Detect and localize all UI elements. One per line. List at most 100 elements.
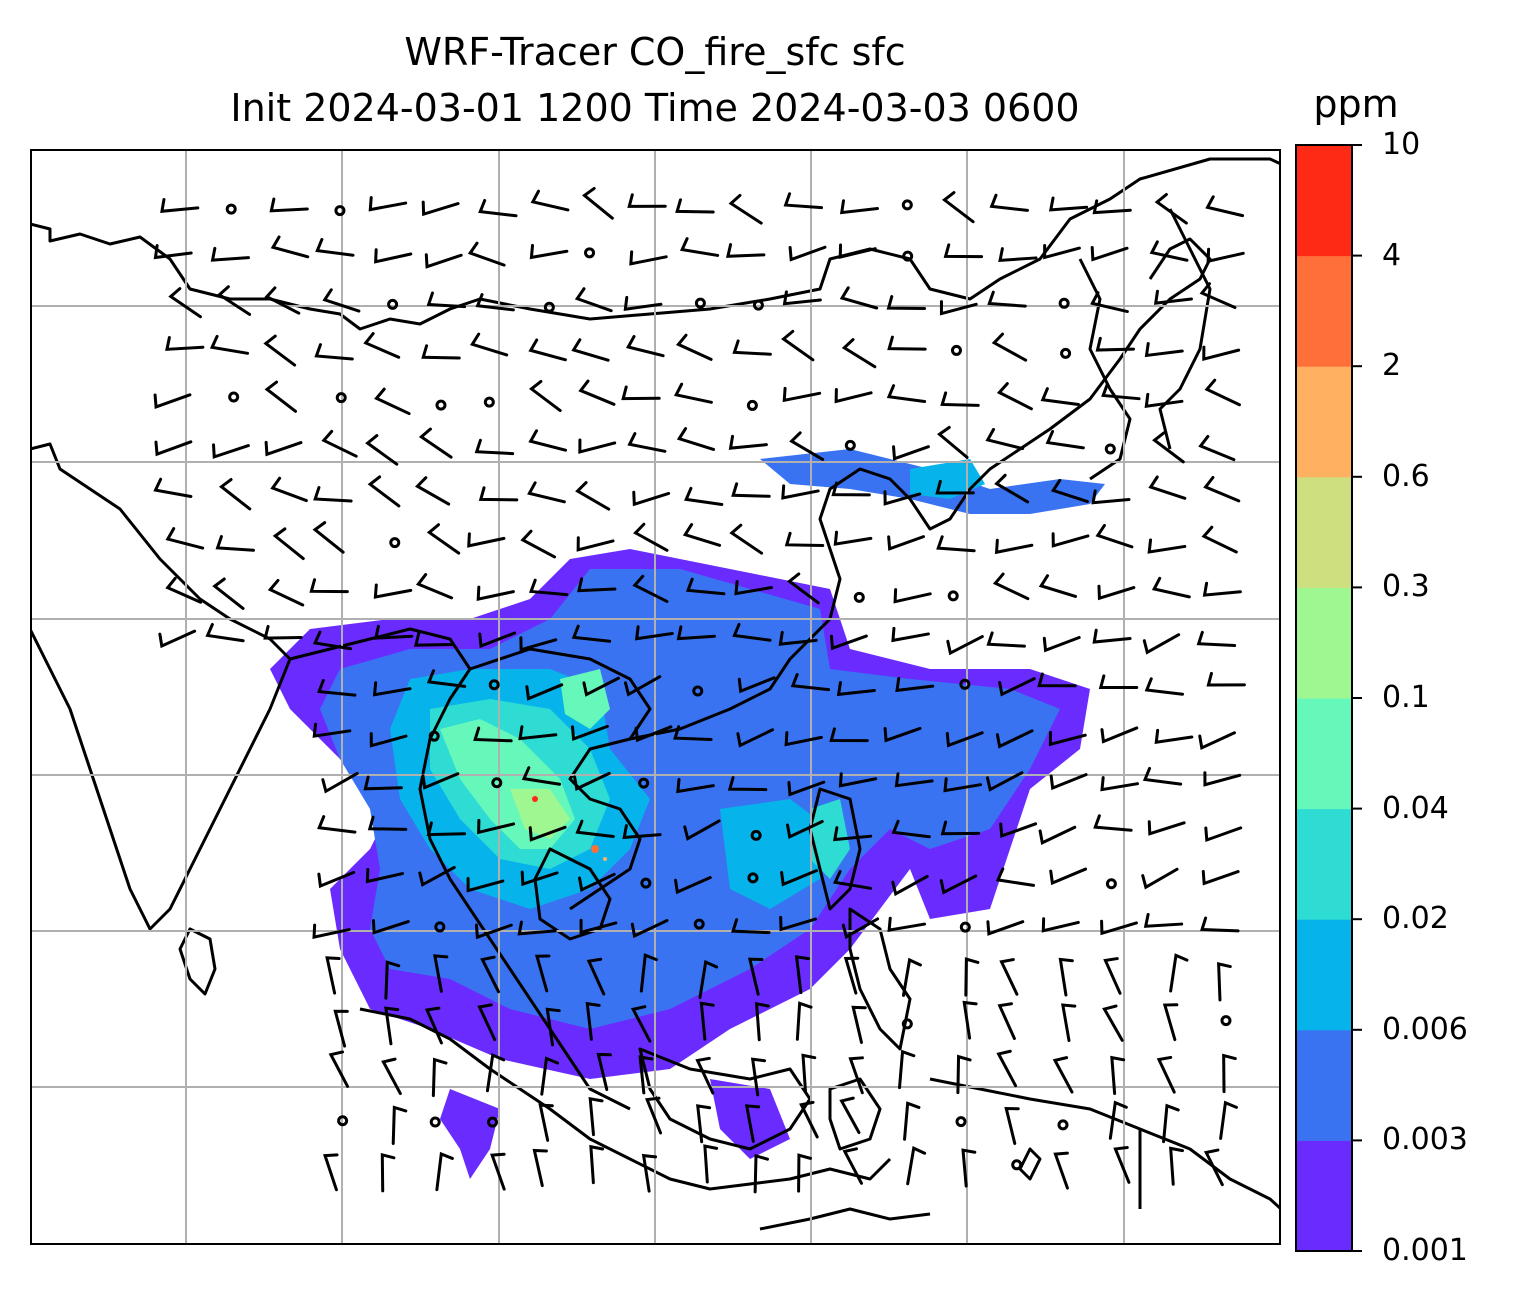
wind-barb	[1149, 240, 1189, 262]
wind-barb	[639, 953, 658, 993]
wind-barb	[753, 1153, 770, 1194]
calm-wind-marker	[491, 777, 503, 789]
wind-barb	[153, 393, 192, 410]
wind-barb	[476, 585, 515, 601]
wind-barb	[838, 772, 878, 788]
tracer-field	[270, 449, 1105, 1179]
wind-barb	[630, 1005, 652, 1043]
wind-barb	[789, 431, 825, 461]
wind-barb	[1219, 1100, 1238, 1140]
wind-barb	[1201, 525, 1238, 554]
wind-barb	[363, 332, 401, 359]
wind-barb	[987, 290, 1027, 308]
wind-barb	[1154, 728, 1194, 745]
wind-barb	[270, 235, 310, 259]
wind-barb	[263, 334, 297, 367]
wind-barb	[1153, 289, 1193, 305]
calm-wind-marker	[1057, 1119, 1069, 1131]
gridlines	[30, 149, 1281, 1245]
wind-barb	[895, 677, 935, 693]
wind-barb	[528, 578, 569, 597]
wind-barb	[703, 1144, 719, 1184]
colorbar-segment	[1296, 255, 1352, 367]
wind-barb	[168, 287, 202, 319]
wind-barb	[834, 387, 873, 404]
wind-barb	[588, 1097, 604, 1137]
wind-barb	[215, 535, 255, 552]
colorbar-segment	[1296, 366, 1352, 478]
wind-barb	[571, 624, 612, 643]
wind-barb	[940, 391, 980, 407]
wind-barb	[1162, 1003, 1179, 1042]
wind-barb	[961, 1148, 977, 1188]
wind-barb	[413, 632, 454, 647]
wind-barb	[264, 440, 303, 457]
calm-wind-marker	[334, 205, 346, 217]
wind-barb	[575, 819, 615, 839]
calm-wind-marker	[225, 203, 237, 215]
calm-wind-marker	[1058, 297, 1070, 309]
wind-barb	[267, 578, 305, 607]
wind-barb	[1198, 731, 1236, 750]
wind-barb	[998, 677, 1036, 697]
wind-barb	[1038, 574, 1078, 598]
wind-barb	[532, 1148, 548, 1188]
wind-barb	[209, 334, 250, 355]
calm-wind-marker	[692, 685, 704, 697]
wind-barb	[1042, 635, 1081, 653]
wind-barb	[1004, 1106, 1020, 1145]
wind-barb	[160, 197, 200, 213]
wind-barb	[634, 725, 673, 743]
wind-barb	[321, 429, 358, 458]
wind-barb	[1102, 1004, 1124, 1042]
wind-barb	[424, 253, 463, 269]
colorbar-tick-label: 0.003	[1382, 1122, 1468, 1158]
colorbar-segment	[1296, 698, 1352, 810]
wind-barb	[892, 445, 930, 461]
wind-barb	[962, 1000, 978, 1040]
wind-barb	[998, 247, 1038, 263]
wind-barb	[1142, 766, 1183, 786]
wind-barb	[964, 957, 980, 997]
calm-wind-marker	[750, 829, 762, 841]
wind-barb	[520, 529, 557, 559]
wind-barb	[621, 385, 661, 401]
wind-barb	[421, 772, 460, 790]
wind-barb	[851, 1005, 867, 1044]
calm-wind-marker	[902, 250, 914, 262]
calm-wind-marker	[955, 1116, 967, 1128]
wind-barb	[634, 625, 674, 641]
wind-barb	[272, 527, 305, 561]
colorbar-segment	[1296, 1140, 1352, 1252]
wind-barb	[1045, 430, 1085, 450]
wind-barb	[939, 874, 978, 895]
wind-barb	[1156, 1055, 1176, 1094]
wind-barb	[673, 725, 713, 741]
wind-barb	[630, 919, 669, 939]
wind-barb	[985, 771, 1024, 792]
wind-barb	[415, 573, 454, 600]
calm-wind-marker	[638, 777, 650, 789]
wind-barb	[153, 477, 193, 499]
wind-barb	[1200, 916, 1240, 933]
wind-barb	[732, 339, 772, 356]
wind-barb	[490, 1152, 506, 1191]
wind-barb	[939, 300, 978, 316]
wind-barb	[578, 438, 617, 454]
wind-barb	[627, 193, 667, 208]
wind-barb	[312, 521, 345, 554]
wind-barb	[517, 920, 557, 936]
wind-barb	[747, 957, 764, 996]
wind-barb	[941, 191, 975, 224]
wind-barb	[644, 1096, 663, 1135]
calm-wind-marker	[429, 1116, 441, 1128]
wind-barb	[999, 822, 1038, 839]
wind-barb	[622, 824, 662, 840]
wind-barb	[625, 335, 665, 358]
wind-barb	[790, 673, 831, 692]
wind-barb	[886, 384, 927, 404]
wind-barb	[1052, 1056, 1074, 1094]
wind-barb	[538, 1103, 554, 1142]
wind-barb	[1061, 1003, 1077, 1042]
wind-barb	[474, 438, 515, 456]
